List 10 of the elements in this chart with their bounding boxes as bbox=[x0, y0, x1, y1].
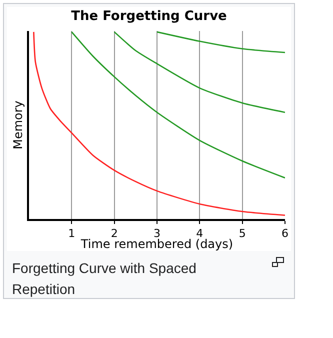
x-tick-label: 5 bbox=[238, 226, 246, 240]
x-tick-label: 6 bbox=[282, 226, 288, 240]
x-tick-label: 1 bbox=[68, 226, 76, 240]
x-tick-label: 4 bbox=[196, 226, 204, 240]
chart-title: The Forgetting Curve bbox=[71, 8, 228, 24]
text: Forgetting Curve with Spaced Repetition bbox=[12, 259, 198, 299]
x-axis-title: Time remembered (days) bbox=[80, 237, 234, 251]
x-tick-label: 3 bbox=[154, 226, 160, 240]
x-tick-label: 2 bbox=[110, 226, 118, 240]
y-axis-title: Memory bbox=[11, 100, 26, 150]
